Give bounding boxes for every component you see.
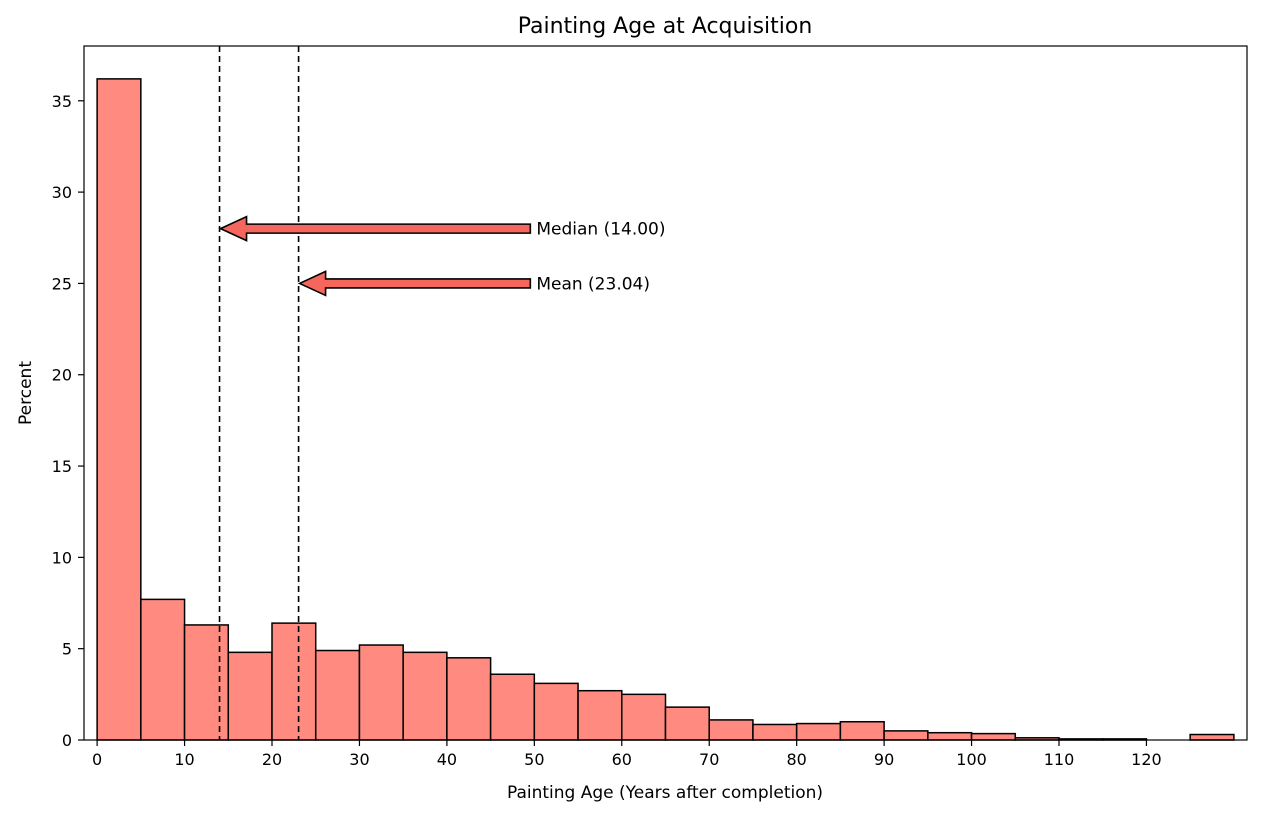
histogram-bar (708, 719, 754, 741)
histogram-bar (927, 731, 973, 741)
annotation-arrows: Median (14.00) Mean (23.04) (218, 215, 666, 297)
x-tick-label: 90 (874, 750, 894, 769)
y-tick-label: 35 (52, 92, 72, 111)
x-tick-label: 0 (92, 750, 102, 769)
y-tick-label: 0 (62, 731, 72, 750)
histogram-bar (140, 598, 186, 741)
x-tick-label: 70 (699, 750, 719, 769)
x-tick-label: 100 (956, 750, 987, 769)
y-tick-label: 10 (52, 548, 72, 567)
x-tick-label: 30 (349, 750, 369, 769)
y-tick-label: 15 (52, 457, 72, 476)
histogram-bar (752, 723, 798, 741)
x-tick-label: 80 (786, 750, 806, 769)
histogram-bar (1189, 733, 1235, 741)
histogram-bar (446, 657, 492, 741)
histogram-bar (664, 706, 710, 741)
x-tick-label: 50 (524, 750, 544, 769)
plot-frame (83, 45, 1248, 741)
x-tick-label: 10 (174, 750, 194, 769)
annotation-label: Median (14.00) (536, 220, 665, 240)
y-tick-label: 30 (52, 183, 72, 202)
histogram-bar (183, 624, 230, 741)
x-tick-label: 60 (612, 750, 632, 769)
x-axis-label: Painting Age (Years after completion) (507, 783, 823, 803)
histogram-bar (96, 78, 142, 741)
histogram-bar (489, 673, 536, 741)
y-axis-ticks: 0 5 10 15 20 25 30 35 (52, 92, 84, 750)
histogram-bar (795, 722, 842, 741)
x-tick-label: 20 (262, 750, 282, 769)
reference-lines (218, 46, 300, 740)
histogram-bar (970, 732, 1017, 741)
histogram-bar (358, 644, 404, 741)
x-axis-ticks: 0 10 20 30 40 50 60 70 80 90 100 110 120 (92, 740, 1162, 769)
annotation-label: Mean (23.04) (536, 274, 650, 294)
annotation-arrow (218, 215, 532, 242)
y-tick-label: 20 (52, 366, 72, 385)
histogram-bar (621, 693, 667, 741)
histogram-bar (533, 682, 579, 741)
histogram-bar (227, 651, 273, 741)
histogram-bar (839, 720, 885, 741)
histogram-bar (314, 649, 361, 741)
histogram-bars (96, 78, 1235, 741)
x-tick-label: 40 (437, 750, 457, 769)
histogram-bar (402, 651, 448, 741)
y-tick-label: 25 (52, 274, 72, 293)
y-axis-label: Percent (16, 361, 36, 425)
x-tick-label: 120 (1131, 750, 1162, 769)
histogram-bar (271, 622, 317, 741)
histogram-bar (577, 689, 623, 741)
annotation-arrow (297, 270, 532, 297)
x-tick-label: 110 (1044, 750, 1075, 769)
chart-title: Painting Age at Acquisition (518, 14, 813, 39)
y-tick-label: 5 (62, 640, 72, 659)
histogram-bar (883, 730, 929, 741)
